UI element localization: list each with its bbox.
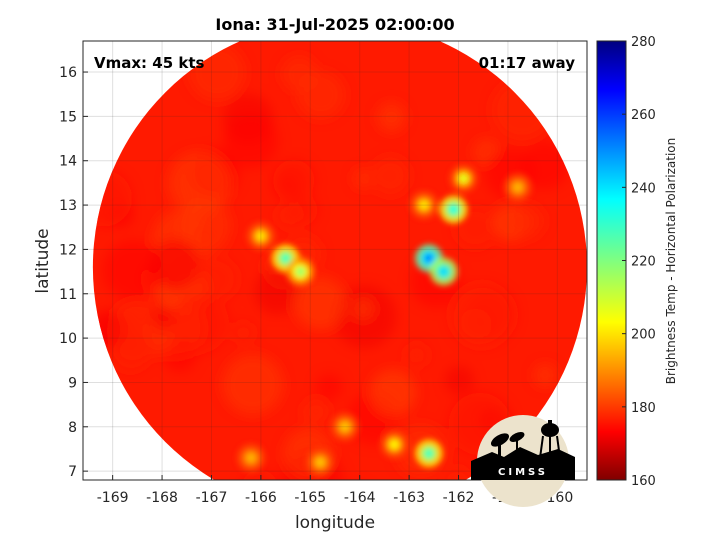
colorbar-tick-label: 160 [631,474,656,489]
texture-patch [223,113,279,169]
texture-patch [167,151,231,215]
cold-spot-core [246,453,256,463]
cold-spot-core [389,440,399,450]
y-tick-label: 10 [59,331,77,347]
x-tick-label: -167 [196,490,228,506]
y-tick-label: 9 [68,375,77,391]
x-tick-label: -163 [393,490,425,506]
texture-patch [254,269,300,315]
texture-patch [442,467,473,480]
x-tick-label: -168 [146,490,178,506]
colorbar-tick-label: 280 [631,35,656,50]
cold-spot-core [315,457,325,467]
texture-patch [240,469,279,480]
y-tick-label: 16 [59,65,77,81]
colorbar-ticks: 160 180 200 220 240 260 280 [622,35,656,489]
texture-patch [445,366,474,395]
texture-patch [169,293,229,354]
x-tick-label: -165 [294,490,326,506]
y-tick-label: 14 [59,154,77,170]
y-tick-labels: 7 8 9 10 11 12 13 14 15 16 [59,65,77,480]
y-tick-label: 13 [59,198,77,214]
y-tick-label: 11 [59,287,77,303]
texture-patch [352,298,374,320]
texture-patch [371,156,410,195]
time-away-annotation: 01:17 away [479,54,576,72]
texture-patch [297,71,345,119]
cold-spot-core [424,448,434,458]
cold-spot-core [449,205,459,215]
cold-spot-core [424,253,434,263]
y-tick-label: 12 [59,242,77,258]
texture-patch [352,168,373,189]
texture-patch [293,276,347,330]
colorbar [596,40,627,481]
y-axis-label: latitude [33,228,53,293]
cimss-logo: CIMSS [471,415,575,507]
cold-spots [237,164,532,477]
texture-patch [404,343,429,368]
cold-spot-core [340,422,350,432]
texture-patch [149,238,202,291]
texture-patch [92,170,133,227]
colorbar-tick-label: 260 [631,108,656,123]
colorbar-tick-label: 200 [631,328,656,343]
texture-patch [450,283,514,347]
texture-patch [102,240,163,301]
texture-patch [195,257,239,301]
colorbar-label: Brightness Temp - Horizontal Polarizatio… [664,138,678,385]
cold-spot-core [256,231,266,241]
texture-patch [369,369,417,416]
vmax-annotation: Vmax: 45 kts [94,54,204,72]
logo-text: CIMSS [498,467,548,478]
chart-title: Iona: 31-Jul-2025 02:00:00 [215,15,454,34]
axes-box [82,40,588,481]
texture-patch [150,304,176,330]
cold-spot-core [419,200,429,210]
colorbar-tick-label: 240 [631,181,656,196]
texture-patch [232,322,255,344]
x-tick-label: -164 [344,490,376,506]
x-tick-label: -162 [443,490,475,506]
texture-patch [376,102,407,132]
x-tick-label: -166 [245,490,277,506]
x-tick-labels: -169-168-167-166-165-164-163-162-161-160 [97,490,573,506]
colorbar-tick-label: 180 [631,401,656,416]
x-axis-label: longitude [295,513,375,533]
texture-patch [316,373,343,400]
texture-patch [273,171,302,200]
texture-patch [275,203,301,229]
y-tick-label: 7 [68,464,77,480]
texture-patch [222,354,284,415]
cold-spot-core [513,182,523,192]
y-tick-label: 8 [68,420,77,436]
texture-patch [302,398,330,426]
texture-patch [533,363,557,387]
cold-spot-core [458,173,468,183]
x-tick-label: -169 [97,490,129,506]
texture-patch [197,222,229,253]
colorbar-tick-label: 220 [631,255,656,270]
swath-texture [92,44,570,480]
cold-spot-core [281,253,291,263]
cold-spot-core [295,267,305,277]
cold-spot-core [439,267,449,277]
y-tick-label: 15 [59,109,77,125]
texture-patch [509,203,545,239]
